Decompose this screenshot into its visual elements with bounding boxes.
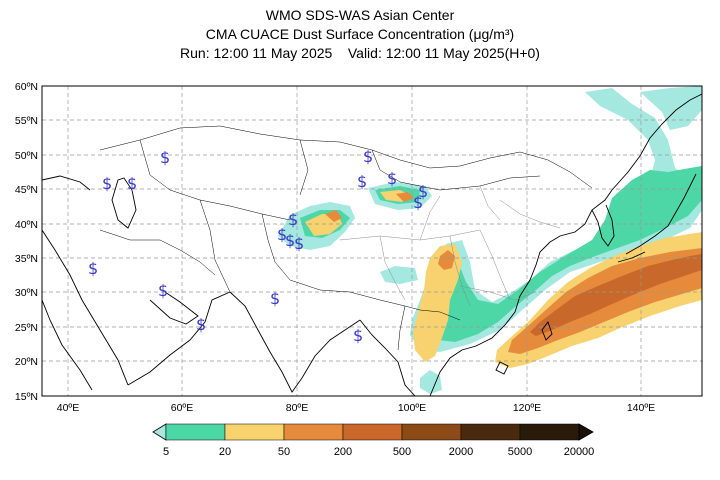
lat-tick-label: 30ºN [15, 287, 38, 299]
lat-tick-label: 55ºN [15, 115, 38, 127]
dust-symbol: $ [285, 231, 295, 250]
lat-tick-label: 20ºN [15, 356, 38, 368]
colorbar-right-arrow [578, 423, 594, 441]
dust-symbol: $ [353, 326, 363, 345]
dust-symbol: $ [363, 147, 373, 166]
coastlines [42, 93, 702, 396]
graticule [42, 86, 702, 396]
dust-symbol: $ [387, 169, 397, 188]
dust-symbol: $ [158, 281, 168, 300]
lon-tick-label: 100ºE [398, 402, 426, 414]
lon-tick-label: 120ºE [513, 402, 541, 414]
lon-tick-label: 140ºE [627, 402, 655, 414]
lat-tick-label: 15ºN [15, 391, 38, 403]
colorbar-label: 20000 [564, 446, 595, 458]
colorbar: 5 20 50 200 500 2000 5000 20000 [152, 423, 595, 458]
title-line-2: CMA CUACE Dust Surface Concentration (μg… [205, 26, 515, 42]
colorbar-segment [519, 423, 580, 441]
title-block: WMO SDS-WAS Asian Center CMA CUACE Dust … [0, 6, 720, 63]
lat-tick-label: 50ºN [15, 150, 38, 162]
lon-tick-label: 40ºE [57, 402, 80, 414]
colorbar-label: 500 [393, 446, 411, 458]
dust-symbol: $ [270, 289, 280, 308]
dust-symbol: $ [102, 174, 112, 193]
colorbar-segment [165, 423, 226, 441]
lat-tick-label: 45ºN [15, 184, 38, 196]
lat-tick-label: 60ºN [15, 81, 38, 93]
dust-symbol: $ [418, 182, 428, 201]
lon-tick-label: 60ºE [171, 402, 194, 414]
colorbar-segment [224, 423, 285, 441]
dust-field-500 [530, 254, 702, 336]
colorbar-segment [283, 423, 344, 441]
lon-axis: 40ºE 60ºE 80ºE 100ºE 120ºE 140ºE [57, 402, 655, 414]
lat-tick-label: 40ºN [15, 219, 38, 231]
province-borders [339, 185, 561, 307]
dust-report-symbols: $ $ $ $ $ $ $ $ $ $ $ $ $ $ $ $ $ [88, 147, 428, 345]
dust-symbol: $ [357, 172, 367, 191]
colorbar-label: 200 [334, 446, 352, 458]
dust-symbol: $ [196, 315, 206, 334]
dust-symbol: $ [288, 210, 298, 229]
lon-tick-label: 80ºE [286, 402, 309, 414]
colorbar-segment [401, 423, 462, 441]
dust-symbol: $ [127, 174, 137, 193]
title-line-1: WMO SDS-WAS Asian Center [265, 7, 455, 23]
title-line-3: Run: 12:00 11 May 2025 Valid: 12:00 11 M… [180, 45, 540, 61]
colorbar-label: 5 [163, 446, 169, 458]
country-borders [99, 125, 593, 351]
map-area: $ $ $ $ $ $ $ $ $ $ $ $ $ $ $ $ $ [42, 86, 702, 396]
dust-symbol: $ [277, 225, 287, 244]
colorbar-label: 20 [219, 446, 231, 458]
dust-symbol: $ [88, 259, 98, 278]
colorbar-label: 50 [278, 446, 290, 458]
lat-axis: 15ºN 20ºN 25ºN 30ºN 35ºN 40ºN 45ºN 50ºN … [15, 81, 38, 403]
dust-symbol: $ [294, 234, 304, 253]
colorbar-left-arrow [152, 423, 167, 441]
colorbar-segment [342, 423, 403, 441]
dust-symbol: $ [413, 193, 423, 212]
lat-tick-label: 35ºN [15, 253, 38, 265]
colorbar-label: 5000 [508, 446, 532, 458]
colorbar-segment [460, 423, 521, 441]
colorbar-label: 2000 [449, 446, 473, 458]
map-frame [41, 85, 703, 397]
lat-tick-label: 25ºN [15, 322, 38, 334]
dust-symbol: $ [160, 148, 170, 167]
